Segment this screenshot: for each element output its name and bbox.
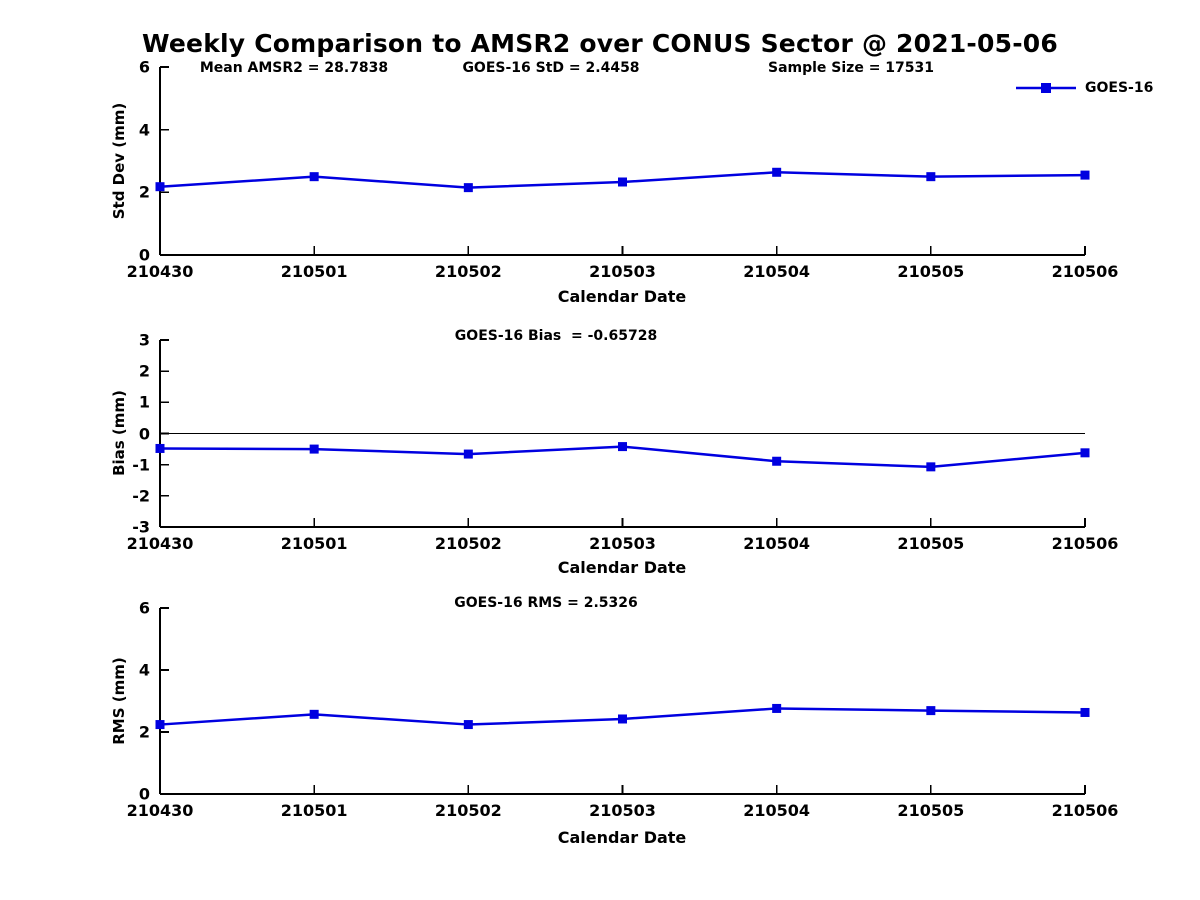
data-marker-rms [463, 720, 473, 730]
x-tick-label-std-dev: 210505 [897, 262, 965, 281]
data-marker-bias [618, 442, 627, 452]
data-marker-bias [463, 449, 473, 459]
y-tick-label-rms: 4 [138, 660, 150, 680]
y-axis-label-bias: Bias (mm) [110, 390, 128, 476]
data-marker-std-dev [463, 183, 473, 193]
y-tick-label-bias: -3 [132, 517, 150, 537]
x-tick-label-std-dev: 210503 [589, 262, 656, 281]
data-marker-rms [155, 720, 165, 730]
data-marker-bias [1080, 448, 1090, 458]
legend: GOES-16 [1015, 79, 1153, 97]
data-marker-bias [309, 444, 319, 454]
y-tick-label-bias: -1 [132, 455, 150, 475]
x-axis-label-calendar-date-middle: Calendar Date [557, 558, 687, 577]
data-marker-rms [772, 703, 782, 713]
data-marker-std-dev [926, 172, 936, 182]
data-marker-bias [155, 443, 165, 453]
y-axis-label-std-dev: Std Dev (mm) [110, 102, 128, 220]
annotation-mean-amsr2: Mean AMSR2 = 28.7838 [199, 60, 389, 76]
data-marker-std-dev [772, 167, 782, 177]
legend-label: GOES-16 [1085, 80, 1154, 96]
data-marker-std-dev [1080, 170, 1090, 180]
y-tick-label-std-dev: 6 [138, 57, 150, 77]
y-tick-label-rms: 6 [138, 598, 150, 618]
y-tick-label-bias: -2 [132, 486, 150, 506]
x-tick-label-bias: 210503 [589, 534, 656, 553]
x-tick-label-rms: 210506 [1051, 801, 1119, 820]
x-tick-label-rms: 210503 [589, 801, 656, 820]
x-tick-label-bias: 210502 [434, 534, 502, 553]
x-tick-label-bias: 210504 [743, 534, 811, 553]
data-marker-rms [618, 714, 627, 724]
data-marker-std-dev [155, 182, 165, 192]
x-tick-label-std-dev: 210506 [1051, 262, 1119, 281]
y-tick-label-std-dev: 0 [138, 245, 150, 265]
x-tick-label-std-dev: 210430 [126, 262, 194, 281]
data-marker-bias [926, 462, 936, 472]
data-marker-rms [926, 706, 936, 716]
annotation-goes16-std: GOES-16 StD = 2.4458 [462, 60, 640, 76]
figure-title: Weekly Comparison to AMSR2 over CONUS Se… [142, 29, 1058, 58]
x-tick-label-rms: 210501 [280, 801, 348, 820]
annotation-sample-size: Sample Size = 17531 [767, 60, 935, 76]
data-marker-std-dev [309, 172, 319, 182]
y-tick-label-rms: 0 [138, 784, 150, 804]
data-marker-std-dev [618, 177, 627, 187]
x-tick-label-std-dev: 210504 [743, 262, 811, 281]
x-tick-label-rms: 210430 [126, 801, 194, 820]
x-tick-label-bias: 210501 [280, 534, 348, 553]
x-axis-label-calendar-date-bottom: Calendar Date [557, 828, 687, 847]
y-tick-label-bias: 3 [138, 330, 150, 350]
y-tick-label-bias: 0 [138, 424, 150, 443]
y-tick-label-std-dev: 2 [138, 182, 150, 202]
y-tick-label-bias: 1 [138, 392, 150, 412]
data-marker-rms [1080, 707, 1090, 717]
y-tick-label-rms: 2 [138, 722, 150, 742]
x-tick-label-rms: 210505 [897, 801, 965, 820]
x-axis-label-calendar-date-top: Calendar Date [557, 287, 687, 306]
data-marker-bias [772, 456, 782, 466]
x-tick-label-rms: 210504 [743, 801, 811, 820]
x-tick-label-rms: 210502 [434, 801, 502, 820]
x-tick-label-std-dev: 210501 [280, 262, 348, 281]
annotation-goes16-rms: GOES-16 RMS = 2.5326 [454, 595, 638, 611]
y-tick-label-bias: 2 [138, 361, 150, 381]
y-axis-label-rms: RMS (mm) [110, 657, 128, 745]
annotation-goes16-bias: GOES-16 Bias = -0.65728 [454, 328, 658, 344]
x-tick-label-bias: 210506 [1051, 534, 1119, 553]
y-tick-label-std-dev: 4 [138, 120, 150, 140]
legend-line-icon [1016, 83, 1076, 93]
x-tick-label-bias: 210430 [126, 534, 194, 553]
x-tick-label-std-dev: 210502 [434, 262, 502, 281]
data-marker-rms [309, 709, 319, 719]
x-tick-label-bias: 210505 [897, 534, 965, 553]
